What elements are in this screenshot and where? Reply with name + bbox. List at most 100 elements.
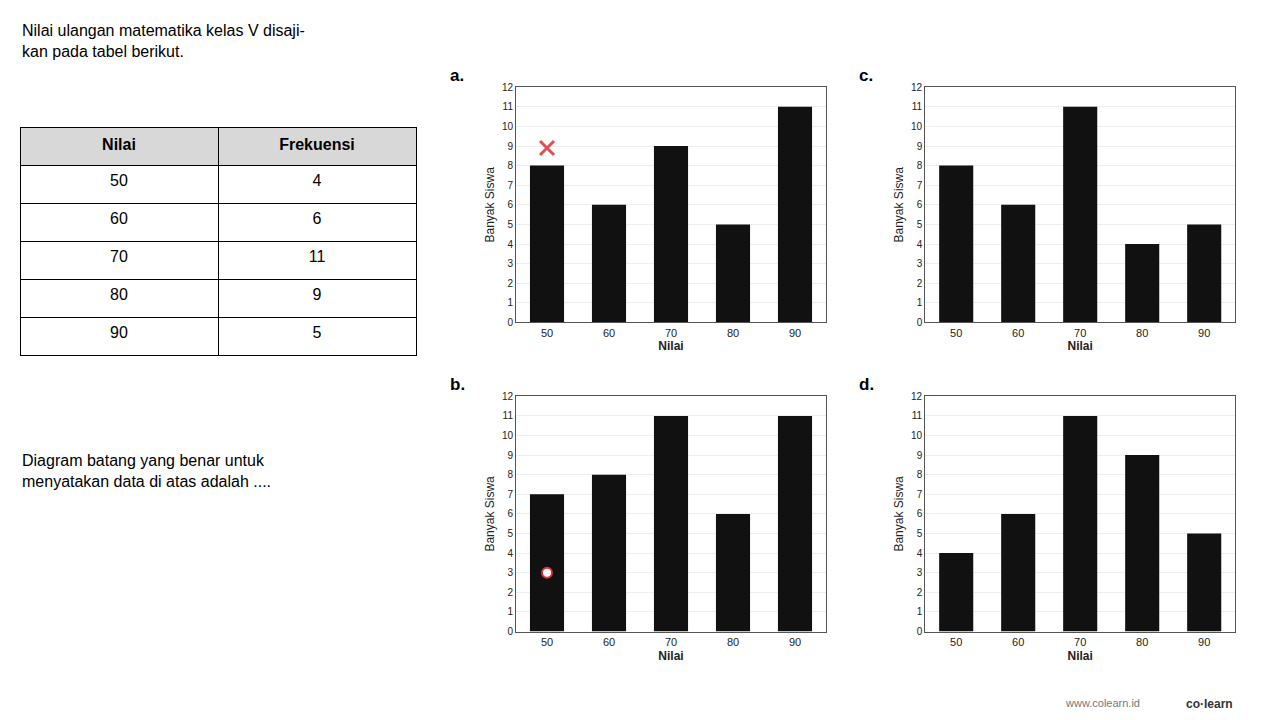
svg-text:70: 70: [665, 636, 677, 648]
svg-text:50: 50: [110, 172, 128, 189]
svg-text:10: 10: [502, 430, 514, 441]
svg-text:b.: b.: [450, 375, 465, 394]
svg-text:Banyak Siswa: Banyak Siswa: [892, 476, 906, 552]
svg-text:0: 0: [917, 317, 923, 328]
svg-text:co·learn: co·learn: [1186, 697, 1233, 711]
svg-text:Frekuensi: Frekuensi: [279, 136, 355, 153]
svg-text:60: 60: [1012, 327, 1024, 339]
svg-text:8: 8: [917, 469, 923, 480]
svg-text:80: 80: [110, 286, 128, 303]
svg-text:5: 5: [507, 528, 513, 539]
svg-text:6: 6: [507, 508, 513, 519]
svg-text:6: 6: [917, 199, 923, 210]
svg-text:3: 3: [917, 258, 923, 269]
svg-text:4: 4: [507, 548, 513, 559]
svg-text:9: 9: [507, 450, 513, 461]
svg-text:8: 8: [917, 160, 923, 171]
svg-text:Nilai: Nilai: [658, 339, 683, 353]
svg-text:11: 11: [912, 410, 923, 421]
svg-text:3: 3: [507, 567, 513, 578]
svg-text:80: 80: [727, 327, 739, 339]
svg-text:7: 7: [507, 180, 513, 191]
svg-text:10: 10: [911, 430, 923, 441]
svg-text:Banyak Siswa: Banyak Siswa: [892, 167, 906, 243]
svg-text:2: 2: [917, 278, 923, 289]
svg-text:Nilai: Nilai: [1068, 649, 1093, 663]
svg-text:7: 7: [507, 489, 513, 500]
svg-text:3: 3: [917, 567, 923, 578]
svg-text:70: 70: [1074, 327, 1086, 339]
svg-text:c.: c.: [859, 66, 873, 85]
svg-text:50: 50: [541, 327, 553, 339]
svg-text:90: 90: [1198, 327, 1210, 339]
svg-text:Banyak Siswa: Banyak Siswa: [483, 167, 497, 243]
svg-text:1: 1: [507, 297, 513, 308]
svg-text:50: 50: [950, 327, 962, 339]
svg-text:0: 0: [917, 626, 923, 637]
svg-text:Nilai: Nilai: [658, 649, 683, 663]
svg-text:0: 0: [507, 626, 513, 637]
svg-text:2: 2: [507, 587, 513, 598]
svg-text:7: 7: [917, 489, 923, 500]
svg-text:Nilai: Nilai: [1068, 339, 1093, 353]
svg-text:5: 5: [917, 528, 923, 539]
svg-text:9: 9: [507, 141, 513, 152]
svg-text:80: 80: [727, 636, 739, 648]
svg-text:60: 60: [603, 327, 615, 339]
svg-text:5: 5: [313, 324, 322, 341]
svg-text:60: 60: [603, 636, 615, 648]
svg-text:8: 8: [507, 160, 513, 171]
svg-text:11: 11: [503, 101, 514, 112]
svg-text:10: 10: [502, 121, 514, 132]
svg-text:4: 4: [917, 239, 923, 250]
svg-text:70: 70: [665, 327, 677, 339]
svg-text:9: 9: [313, 286, 322, 303]
svg-text:11: 11: [309, 248, 326, 265]
svg-text:1: 1: [917, 297, 923, 308]
svg-text:0: 0: [507, 317, 513, 328]
svg-text:12: 12: [502, 391, 514, 402]
svg-text:2: 2: [917, 587, 923, 598]
svg-text:2: 2: [507, 278, 513, 289]
svg-text:5: 5: [917, 219, 923, 230]
svg-text:1: 1: [917, 606, 923, 617]
svg-text:9: 9: [917, 141, 923, 152]
svg-text:60: 60: [110, 210, 128, 227]
svg-text:a.: a.: [450, 66, 464, 85]
svg-text:12: 12: [502, 82, 514, 93]
svg-text:Nilai: Nilai: [102, 136, 136, 153]
svg-text:12: 12: [911, 391, 923, 402]
svg-text:Banyak Siswa: Banyak Siswa: [483, 476, 497, 552]
svg-text:80: 80: [1136, 636, 1148, 648]
svg-text:90: 90: [789, 636, 801, 648]
svg-text:6: 6: [313, 210, 322, 227]
svg-text:1: 1: [507, 606, 513, 617]
svg-text:6: 6: [507, 199, 513, 210]
svg-text:9: 9: [917, 450, 923, 461]
svg-text:4: 4: [917, 548, 923, 559]
svg-text:Nilai ulangan matematika kelas: Nilai ulangan matematika kelas V disaji-…: [22, 22, 305, 60]
svg-text:7: 7: [917, 180, 923, 191]
svg-text:11: 11: [912, 101, 923, 112]
svg-text:90: 90: [1198, 636, 1210, 648]
svg-text:50: 50: [950, 636, 962, 648]
svg-text:10: 10: [911, 121, 923, 132]
svg-text:Diagram batang yang benar untu: Diagram batang yang benar untukmenyataka…: [22, 452, 271, 490]
svg-text:www.colearn.id: www.colearn.id: [1065, 697, 1140, 709]
svg-text:4: 4: [313, 172, 322, 189]
svg-text:11: 11: [503, 410, 514, 421]
svg-text:8: 8: [507, 469, 513, 480]
svg-text:80: 80: [1136, 327, 1148, 339]
svg-text:6: 6: [917, 508, 923, 519]
svg-text:90: 90: [110, 324, 128, 341]
svg-text:90: 90: [789, 327, 801, 339]
svg-text:70: 70: [110, 248, 128, 265]
svg-text:3: 3: [507, 258, 513, 269]
svg-text:60: 60: [1012, 636, 1024, 648]
svg-text:50: 50: [541, 636, 553, 648]
svg-text:5: 5: [507, 219, 513, 230]
svg-text:d.: d.: [859, 375, 874, 394]
svg-text:12: 12: [911, 82, 923, 93]
svg-text:70: 70: [1074, 636, 1086, 648]
svg-text:4: 4: [507, 239, 513, 250]
